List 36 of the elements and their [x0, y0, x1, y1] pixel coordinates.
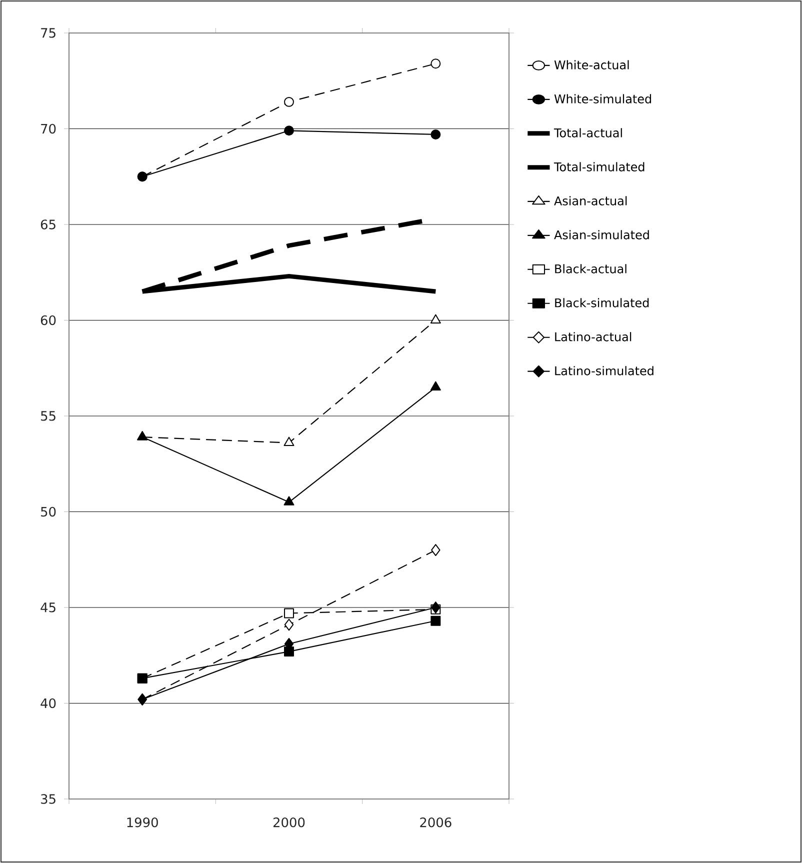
point — [430, 381, 441, 391]
legend-label: Black-actual — [555, 264, 626, 274]
y-tick-label: 65 — [40, 220, 56, 230]
y-tick-label: 60 — [40, 315, 56, 326]
point — [284, 96, 294, 107]
point — [284, 436, 294, 446]
point — [284, 618, 294, 631]
point — [284, 496, 294, 506]
point — [430, 314, 441, 324]
point — [284, 126, 294, 136]
point — [431, 544, 440, 556]
legend-label: Latino-simulated — [555, 366, 654, 376]
x-tick-label: 1990 — [127, 817, 158, 828]
legend-label: Latino-actual — [555, 332, 632, 342]
y-tick-label: 45 — [40, 602, 56, 612]
legend-label: Asian-simulated — [554, 230, 649, 240]
point — [284, 646, 294, 657]
legend-label: Black-simulated — [555, 298, 649, 308]
y-tick-label: 75 — [41, 28, 56, 38]
point — [430, 130, 441, 140]
x-tick-label: 2006 — [420, 817, 452, 828]
legend-label: White-simulated — [554, 94, 652, 104]
y-tick-label: 35 — [41, 794, 56, 804]
y-tick-label: 50 — [41, 506, 56, 517]
legend-label: Asian-actual — [554, 196, 627, 206]
point — [430, 616, 441, 626]
y-tick-label: 55 — [41, 411, 56, 421]
legend-label: White-actual — [554, 60, 629, 70]
y-tick-label: 70 — [41, 124, 56, 134]
x-tick-label: 2000 — [273, 817, 305, 828]
y-tick-label: 40 — [40, 698, 56, 708]
point — [284, 608, 294, 618]
legend-label: Total-simulated — [554, 162, 644, 172]
point — [430, 58, 441, 69]
point — [431, 602, 440, 614]
legend-label: Total-actual — [554, 128, 622, 138]
